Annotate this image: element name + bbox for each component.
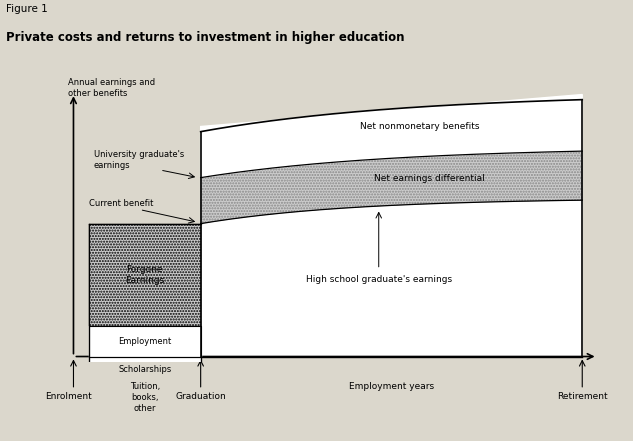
Text: Retirement: Retirement <box>557 392 608 401</box>
Text: Employment: Employment <box>118 336 172 346</box>
Text: University graduate's
earnings: University graduate's earnings <box>94 149 184 170</box>
Polygon shape <box>201 100 582 178</box>
Text: Tuition,
books,
other: Tuition, books, other <box>130 382 160 413</box>
Text: Enrolment: Enrolment <box>45 392 92 401</box>
Text: Figure 1: Figure 1 <box>6 4 48 15</box>
Polygon shape <box>89 382 201 413</box>
Polygon shape <box>89 326 201 356</box>
Text: Net earnings differential: Net earnings differential <box>374 174 485 183</box>
Text: High school graduate's earnings: High school graduate's earnings <box>306 275 452 284</box>
Text: Employment years: Employment years <box>349 382 434 391</box>
Text: Net nonmonetary benefits: Net nonmonetary benefits <box>360 122 479 131</box>
Text: Current benefit: Current benefit <box>89 199 153 208</box>
Text: Forgone
Earnings: Forgone Earnings <box>125 265 165 285</box>
Polygon shape <box>201 94 582 356</box>
Text: Scholarships: Scholarships <box>118 365 172 374</box>
Polygon shape <box>89 224 201 326</box>
Polygon shape <box>89 356 201 382</box>
Text: Annual earnings and
other benefits: Annual earnings and other benefits <box>68 78 156 98</box>
Polygon shape <box>201 151 582 224</box>
Text: Private costs and returns to investment in higher education: Private costs and returns to investment … <box>6 31 405 44</box>
Text: Graduation: Graduation <box>175 392 226 401</box>
Polygon shape <box>201 200 582 356</box>
